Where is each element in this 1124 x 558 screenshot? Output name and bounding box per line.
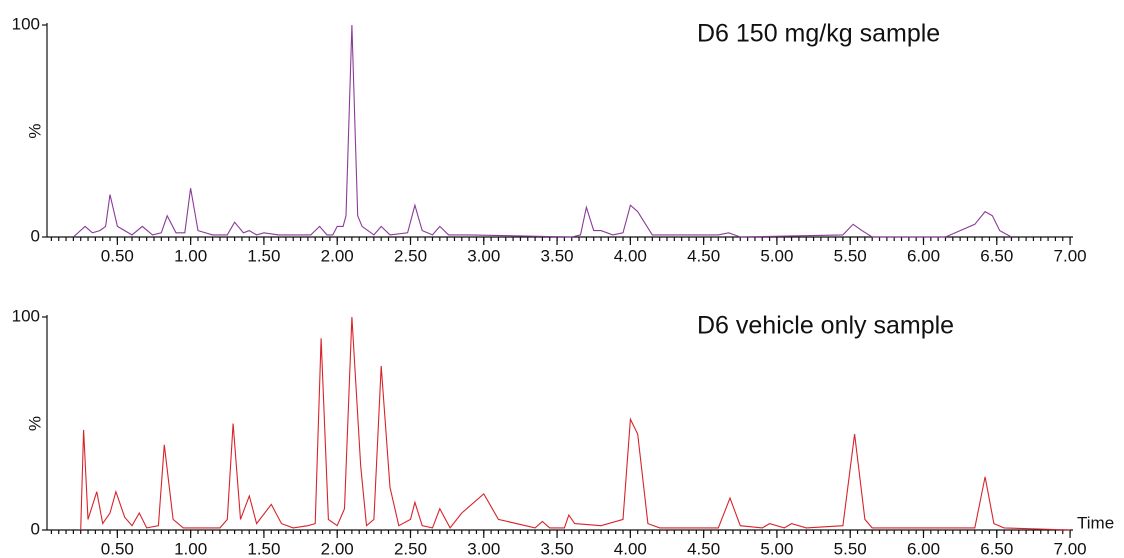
- x-tick-label: 3.00: [467, 539, 500, 558]
- y-tick-label: 100: [12, 14, 40, 33]
- x-tick-label: 5.50: [834, 246, 867, 265]
- x-tick-label: 2.50: [394, 246, 427, 265]
- y-tick-label: 0: [31, 226, 40, 245]
- x-tick-label: 7.00: [1054, 539, 1087, 558]
- x-tick-label: 4.00: [614, 539, 647, 558]
- x-tick-label: 4.00: [614, 246, 647, 265]
- x-tick-label: 3.00: [467, 246, 500, 265]
- y-axis-label: %: [25, 416, 44, 431]
- annotation: D6 vehicle only sample: [697, 312, 954, 340]
- x-tick-label: 4.50: [687, 539, 720, 558]
- x-tick-label: 7.00: [1054, 246, 1087, 265]
- x-tick-label: 0.50: [101, 246, 134, 265]
- x-tick-label: 6.50: [980, 246, 1013, 265]
- x-tick-label: 1.00: [174, 539, 207, 558]
- x-tick-label: 4.50: [687, 246, 720, 265]
- x-tick-label: 5.00: [760, 246, 793, 265]
- x-tick-label: 1.50: [247, 246, 280, 265]
- annotation: D6 150 mg/kg sample: [697, 20, 940, 48]
- x-tick-label: 2.00: [321, 246, 354, 265]
- y-tick-label: 100: [12, 306, 40, 325]
- x-tick-label: 6.00: [907, 539, 940, 558]
- x-tick-label: 1.00: [174, 246, 207, 265]
- x-tick-label: 6.00: [907, 246, 940, 265]
- x-tick-label: 3.50: [541, 246, 574, 265]
- x-axis-label: Time: [1077, 513, 1114, 532]
- x-tick-label: 2.50: [394, 539, 427, 558]
- x-tick-label: 2.00: [321, 539, 354, 558]
- x-tick-label: 5.00: [760, 539, 793, 558]
- x-tick-label: 6.50: [980, 539, 1013, 558]
- x-tick-label: 3.50: [541, 539, 574, 558]
- trace: [73, 24, 1012, 238]
- x-tick-label: 1.50: [247, 539, 280, 558]
- y-tick-label: 0: [31, 519, 40, 538]
- y-axis-label: %: [25, 123, 44, 138]
- trace: [80, 316, 1071, 531]
- x-tick-label: 0.50: [101, 539, 134, 558]
- x-tick-label: 5.50: [834, 539, 867, 558]
